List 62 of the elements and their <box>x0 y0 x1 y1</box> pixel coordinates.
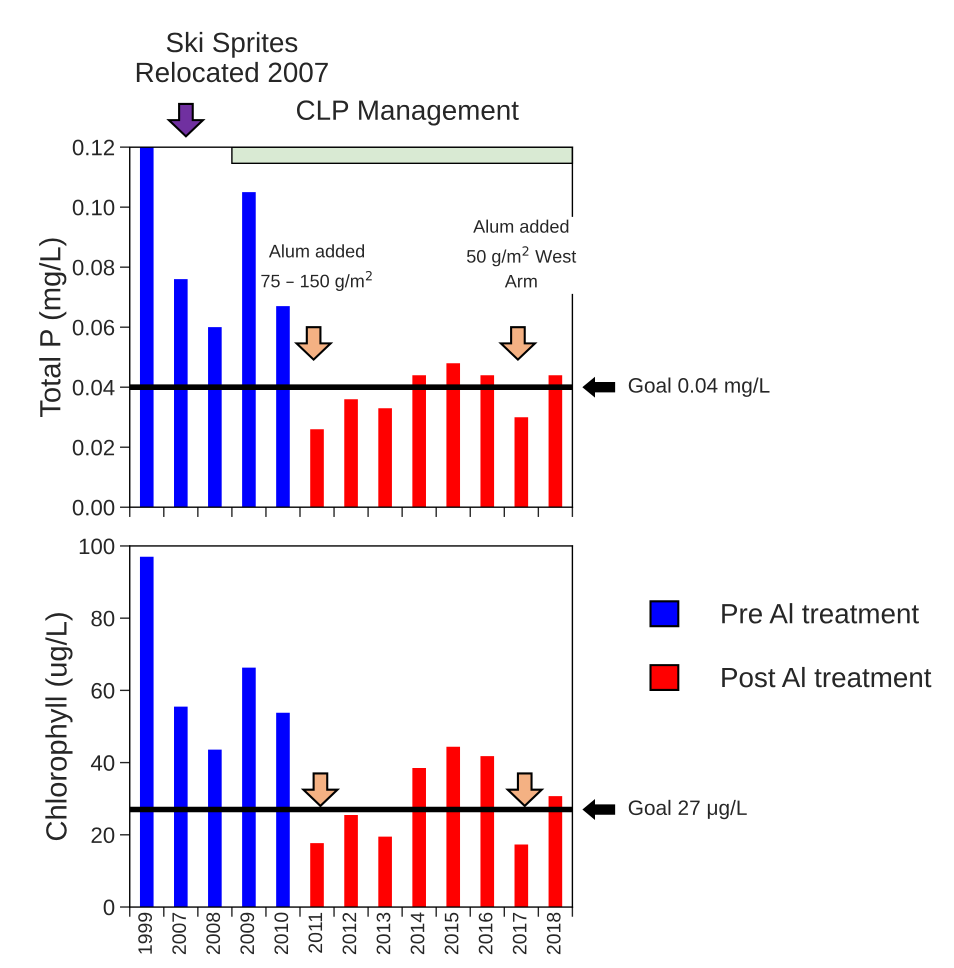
bar <box>174 279 188 508</box>
x-tick-label: 2011 <box>308 912 322 953</box>
y-tick-label: 0.00 <box>72 500 114 516</box>
bar <box>276 306 290 508</box>
x-tick-label: 2013 <box>376 912 390 954</box>
bar <box>412 375 426 508</box>
band-label: CLP Management <box>296 100 519 126</box>
bar <box>446 746 460 908</box>
y-tick-label: 40 <box>90 755 114 771</box>
x-tick-label: 2016 <box>478 912 492 954</box>
bar <box>344 814 358 908</box>
bar <box>208 327 222 508</box>
bar <box>548 796 562 908</box>
legend-label: Post Al treatment <box>722 666 932 688</box>
y-tick-label: 0 <box>104 900 114 916</box>
bar <box>480 756 494 908</box>
y-axis-title: Chlorophyll (ug/L) <box>45 613 73 840</box>
y-tick-label: 0.12 <box>72 140 114 156</box>
bar <box>446 363 460 508</box>
annotation: Alum added 75 – 150 g/m$^{2}$ <box>261 244 372 291</box>
bar <box>242 192 256 508</box>
bar <box>378 836 392 908</box>
bar <box>310 843 324 908</box>
x-tick-label: 2009 <box>240 912 254 954</box>
y-tick-label: 100 <box>80 538 114 554</box>
bar <box>310 429 324 508</box>
x-tick-label: 2007 <box>172 912 186 954</box>
y-tick-label: 60 <box>92 682 114 699</box>
bar <box>140 147 154 508</box>
bar <box>242 668 256 908</box>
x-tick-label: 2017 <box>512 912 527 954</box>
x-tick-label: 2012 <box>342 912 356 954</box>
y-axis-title: Total P (mg/L) <box>39 238 66 418</box>
bar <box>208 750 222 908</box>
bar <box>276 712 290 908</box>
legend-label: Pre Al treatment <box>722 603 919 624</box>
x-tick-label: 2014 <box>410 912 424 954</box>
y-tick-label: 80 <box>91 610 114 626</box>
bar <box>480 375 494 508</box>
bar <box>412 768 426 908</box>
bar <box>514 417 528 508</box>
x-tick-label: 1999 <box>138 912 152 954</box>
y-tick-label: 0.04 <box>72 380 115 396</box>
bar <box>174 706 188 908</box>
ref-line-label: Goal 0.04 mg/L <box>628 377 770 397</box>
x-tick-label: 2010 <box>274 912 288 954</box>
annotation: Alum added 50 g/m$^{2}$ West Arm <box>466 220 576 288</box>
y-tick-label: 0.08 <box>72 260 114 276</box>
y-tick-label: 0.06 <box>72 320 114 336</box>
bar <box>514 844 528 908</box>
bar <box>378 408 392 508</box>
bar <box>344 399 358 508</box>
bar <box>140 556 154 908</box>
x-tick-label: 2018 <box>546 912 561 954</box>
text: Ski Sprites Relocated 2007 <box>136 32 328 82</box>
bar <box>548 375 562 508</box>
ref-line-label: Goal 27 μg/L <box>628 800 747 820</box>
y-tick-label: 0.10 <box>72 200 114 216</box>
x-tick-label: 2008 <box>206 912 220 954</box>
x-tick-label: 2015 <box>444 912 458 954</box>
y-tick-label: 20 <box>92 827 114 844</box>
y-tick-label: 0.02 <box>72 440 114 456</box>
